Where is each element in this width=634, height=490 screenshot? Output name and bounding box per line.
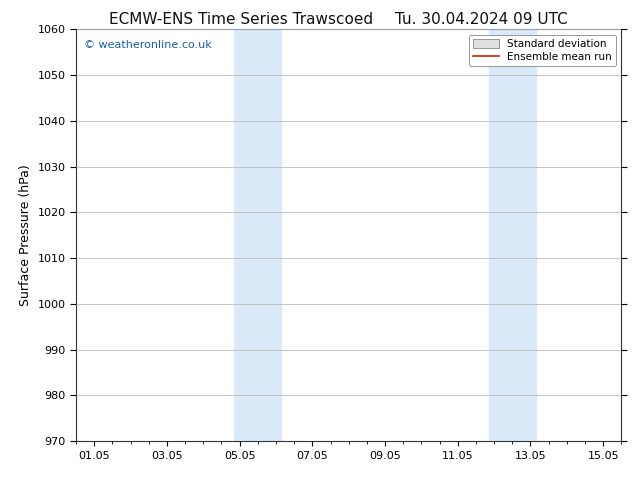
- Legend: Standard deviation, Ensemble mean run: Standard deviation, Ensemble mean run: [469, 35, 616, 66]
- Text: ECMW-ENS Time Series Trawscoed: ECMW-ENS Time Series Trawscoed: [109, 12, 373, 27]
- Text: © weatheronline.co.uk: © weatheronline.co.uk: [84, 40, 212, 49]
- Text: Tu. 30.04.2024 09 UTC: Tu. 30.04.2024 09 UTC: [396, 12, 568, 27]
- Bar: [234, 29, 281, 441]
- Bar: [489, 29, 536, 441]
- Y-axis label: Surface Pressure (hPa): Surface Pressure (hPa): [19, 164, 32, 306]
